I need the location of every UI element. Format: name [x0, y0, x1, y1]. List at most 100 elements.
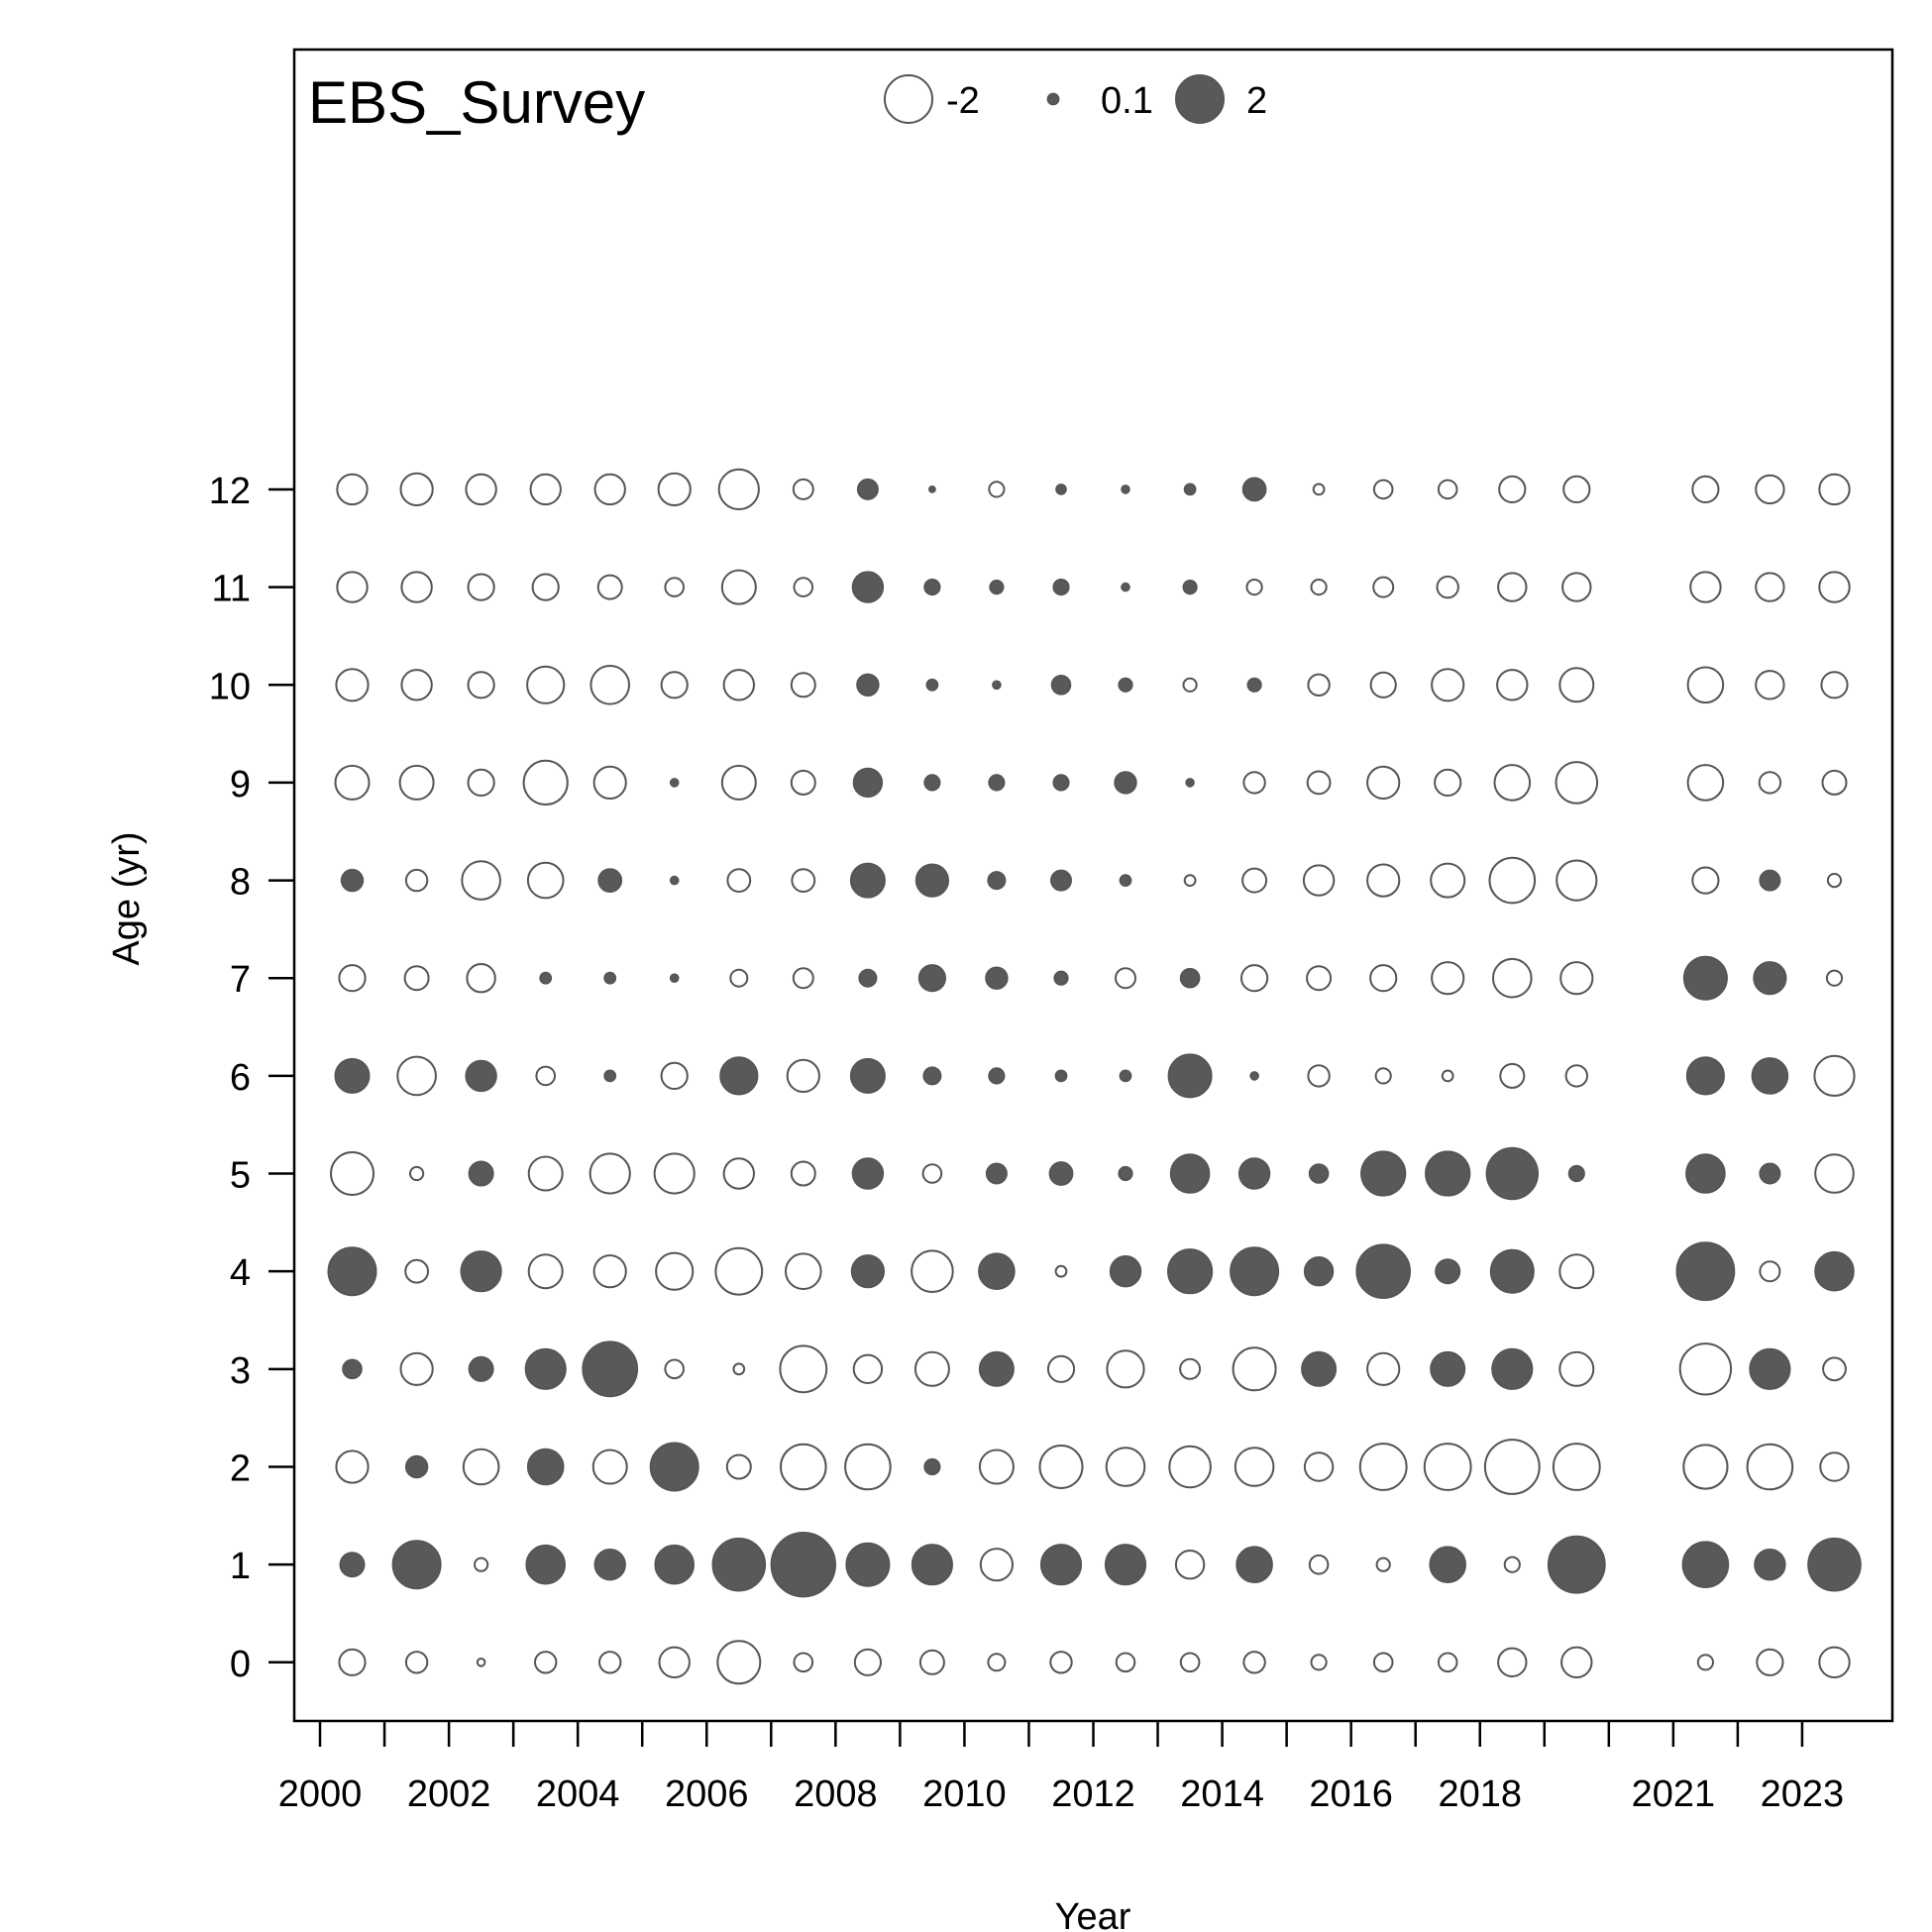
bubble [925, 678, 939, 692]
bubble [535, 1065, 557, 1087]
bubble [729, 968, 749, 988]
x-tick-label: 2006 [665, 1773, 749, 1815]
bubble [726, 868, 752, 893]
bubble [1691, 475, 1720, 503]
bubble [1118, 1165, 1133, 1182]
bubble [790, 1160, 816, 1187]
bubble [790, 769, 816, 796]
bubble [1241, 477, 1267, 502]
legend: -2 0.1 2 [884, 74, 1267, 124]
bubble [1488, 856, 1537, 905]
bubble [985, 966, 1009, 990]
bubble [1434, 768, 1462, 798]
bubble [1303, 1451, 1335, 1482]
bubble [334, 764, 371, 801]
bubble [1242, 771, 1266, 795]
bubble [1302, 864, 1336, 897]
bubble [858, 968, 878, 988]
bubble [1807, 1537, 1862, 1592]
bubble [1567, 1164, 1585, 1183]
bubble [338, 964, 367, 993]
x-tick-label: 2014 [1180, 1773, 1264, 1815]
x-axis-title: Year [1055, 1896, 1131, 1932]
bubble [1558, 1253, 1595, 1290]
bubble [590, 665, 631, 705]
legend-symbol [1046, 92, 1060, 106]
bubble [582, 1341, 639, 1398]
bubble [1503, 1556, 1521, 1573]
bubble [409, 1165, 425, 1182]
legend-label: 0.1 [1101, 80, 1153, 122]
y-tick-label: 11 [212, 569, 251, 610]
bubble [336, 473, 369, 506]
bubble [1307, 673, 1331, 697]
bubble [1242, 1651, 1266, 1674]
legend-label: 2 [1246, 80, 1267, 122]
bubble [1691, 866, 1720, 895]
bubble [988, 774, 1006, 792]
bubble [1230, 1246, 1280, 1297]
bubble [1436, 575, 1459, 599]
bubble [526, 665, 566, 704]
bubble [1818, 473, 1851, 506]
bubble [992, 680, 1002, 691]
bubble [1121, 484, 1130, 494]
bubble [914, 863, 950, 898]
bubble [790, 672, 816, 698]
bubble [1249, 1071, 1259, 1081]
bubble [1759, 1162, 1781, 1185]
bubble [732, 1362, 746, 1376]
bubble [1423, 1443, 1472, 1491]
bubble [928, 485, 936, 493]
bubble [1048, 1161, 1074, 1186]
bubble [1114, 771, 1137, 795]
bubble [527, 1253, 564, 1290]
bubble [1360, 1150, 1407, 1197]
bubble [531, 573, 560, 601]
bubble [849, 1057, 886, 1094]
y-tick-label: 0 [230, 1644, 251, 1685]
bubble [1493, 764, 1532, 802]
bubble [474, 1556, 489, 1572]
bubble [591, 1449, 628, 1485]
bubble [1179, 967, 1201, 989]
bubble [923, 774, 941, 792]
bubble [1755, 474, 1785, 505]
bubble [979, 1548, 1015, 1582]
bubble [1499, 1062, 1526, 1089]
bubble [850, 1254, 886, 1289]
bubble [1820, 671, 1849, 699]
bubble [1167, 1053, 1213, 1099]
bubble [592, 1254, 627, 1289]
bubble [653, 1152, 696, 1195]
bubble [711, 1537, 767, 1592]
bubble [1685, 1153, 1726, 1194]
bubble [1183, 483, 1197, 496]
bubble [467, 573, 495, 601]
bubble [1049, 1651, 1073, 1674]
y-tick-label: 9 [230, 764, 251, 805]
bubble [1039, 1544, 1083, 1586]
bubble [1564, 1064, 1589, 1088]
bubble [856, 673, 880, 697]
bubble [339, 1552, 366, 1578]
bubble [1105, 1447, 1146, 1487]
bubble [1355, 1243, 1411, 1299]
bubble [1358, 1443, 1408, 1491]
bubble [1431, 961, 1465, 996]
bubble [669, 973, 680, 984]
bubble [1552, 1443, 1601, 1491]
bubble [1756, 1648, 1784, 1676]
bubble [336, 571, 369, 603]
bubble [1046, 1354, 1076, 1383]
bubble [1492, 957, 1533, 999]
x-tick-label: 2018 [1438, 1773, 1522, 1815]
bubble [1303, 1256, 1335, 1287]
y-tick-label: 3 [230, 1350, 251, 1392]
bubble [1497, 1647, 1528, 1678]
bubble [1240, 964, 1269, 993]
bubble [923, 1457, 941, 1476]
bubble [793, 577, 814, 597]
bubble [539, 971, 553, 985]
legend-symbol [884, 74, 933, 124]
